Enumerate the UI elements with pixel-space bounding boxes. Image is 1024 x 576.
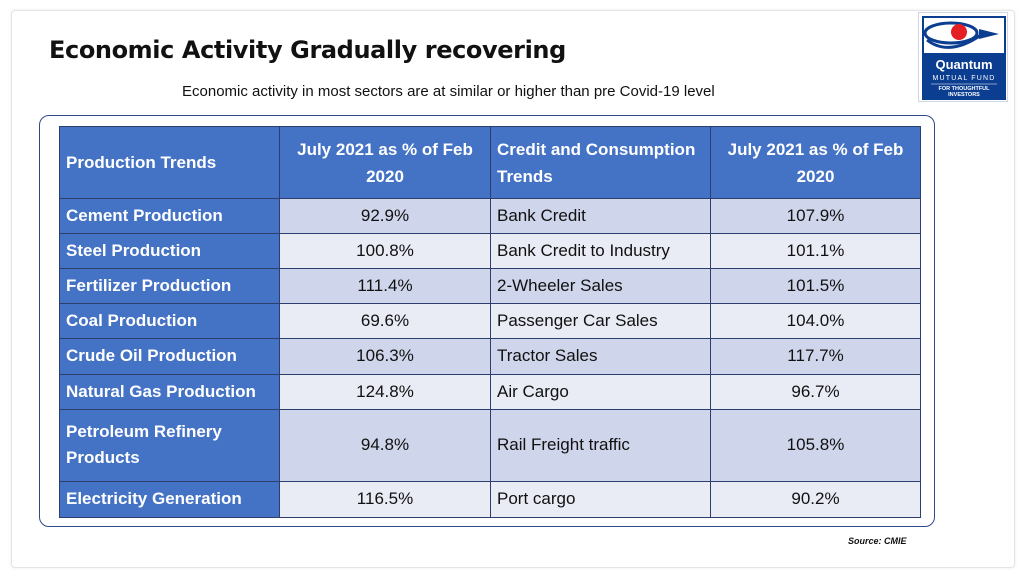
table-row: Coal Production 69.6% Passenger Car Sale… [59,303,921,340]
production-trend-label: Petroleum Refinery Products [59,408,280,482]
credit-trend-value: 104.0% [710,303,921,340]
table-row: Crude Oil Production 106.3% Tractor Sale… [59,338,921,375]
production-trend-label: Coal Production [59,303,280,340]
page-title: Economic Activity Gradually recovering [49,36,566,64]
production-trend-value: 111.4% [279,268,491,305]
credit-trend-label: Passenger Car Sales [490,303,711,340]
credit-trend-label: Rail Freight traffic [490,408,711,482]
logo-line2: MUTUAL FUND [932,75,995,82]
header-production-july2021: July 2021 as % of Feb 2020 [279,126,491,199]
production-trend-label: Natural Gas Production [59,373,280,410]
credit-trend-value: 101.1% [710,233,921,270]
credit-trend-value: 96.7% [710,373,921,410]
credit-trend-value: 107.9% [710,197,921,235]
trends-table: Production Trends July 2021 as % of Feb … [59,126,921,519]
credit-trend-label: Bank Credit to Industry [490,233,711,270]
production-trend-value: 124.8% [279,373,491,410]
credit-trend-value: 90.2% [710,480,921,519]
production-trend-value: 116.5% [279,480,491,519]
credit-trend-value: 105.8% [710,408,921,482]
logo-line4: INVESTORS [948,92,980,98]
credit-trend-label: Port cargo [490,480,711,519]
production-trend-label: Cement Production [59,197,280,235]
header-credit-consumption-trends: Credit and Consumption Trends [490,126,711,199]
credit-trend-label: 2-Wheeler Sales [490,268,711,305]
production-trend-label: Crude Oil Production [59,338,280,375]
table-row: Fertilizer Production 111.4% 2-Wheeler S… [59,268,921,305]
source-note: Source: CMIE [848,536,907,546]
table-row: Petroleum Refinery Products 94.8% Rail F… [59,408,921,482]
production-trend-value: 100.8% [279,233,491,270]
production-trend-value: 69.6% [279,303,491,340]
header-production-trends: Production Trends [59,126,280,199]
production-trend-label: Electricity Generation [59,480,280,519]
production-trend-label: Steel Production [59,233,280,270]
table-row: Natural Gas Production 124.8% Air Cargo … [59,373,921,410]
production-trend-value: 92.9% [279,197,491,235]
credit-trend-label: Tractor Sales [490,338,711,375]
credit-trend-label: Air Cargo [490,373,711,410]
production-trend-label: Fertilizer Production [59,268,280,305]
page-subtitle: Economic activity in most sectors are at… [182,83,715,100]
header-credit-july2021: July 2021 as % of Feb 2020 [710,126,921,199]
credit-trend-value: 117.7% [710,338,921,375]
production-trend-value: 94.8% [279,408,491,482]
table-row: Electricity Generation 116.5% Port cargo… [59,480,921,519]
quantum-logo: Quantum MUTUAL FUND FOR THOUGHTFUL INVES… [918,12,1008,102]
table-header-row: Production Trends July 2021 as % of Feb … [59,126,921,199]
logo-name: Quantum [935,57,992,72]
production-trend-value: 106.3% [279,338,491,375]
credit-trend-label: Bank Credit [490,197,711,235]
table-row: Steel Production 100.8% Bank Credit to I… [59,233,921,270]
logo-line3: FOR THOUGHTFUL [938,86,990,92]
table-row: Cement Production 92.9% Bank Credit 107.… [59,197,921,235]
credit-trend-value: 101.5% [710,268,921,305]
